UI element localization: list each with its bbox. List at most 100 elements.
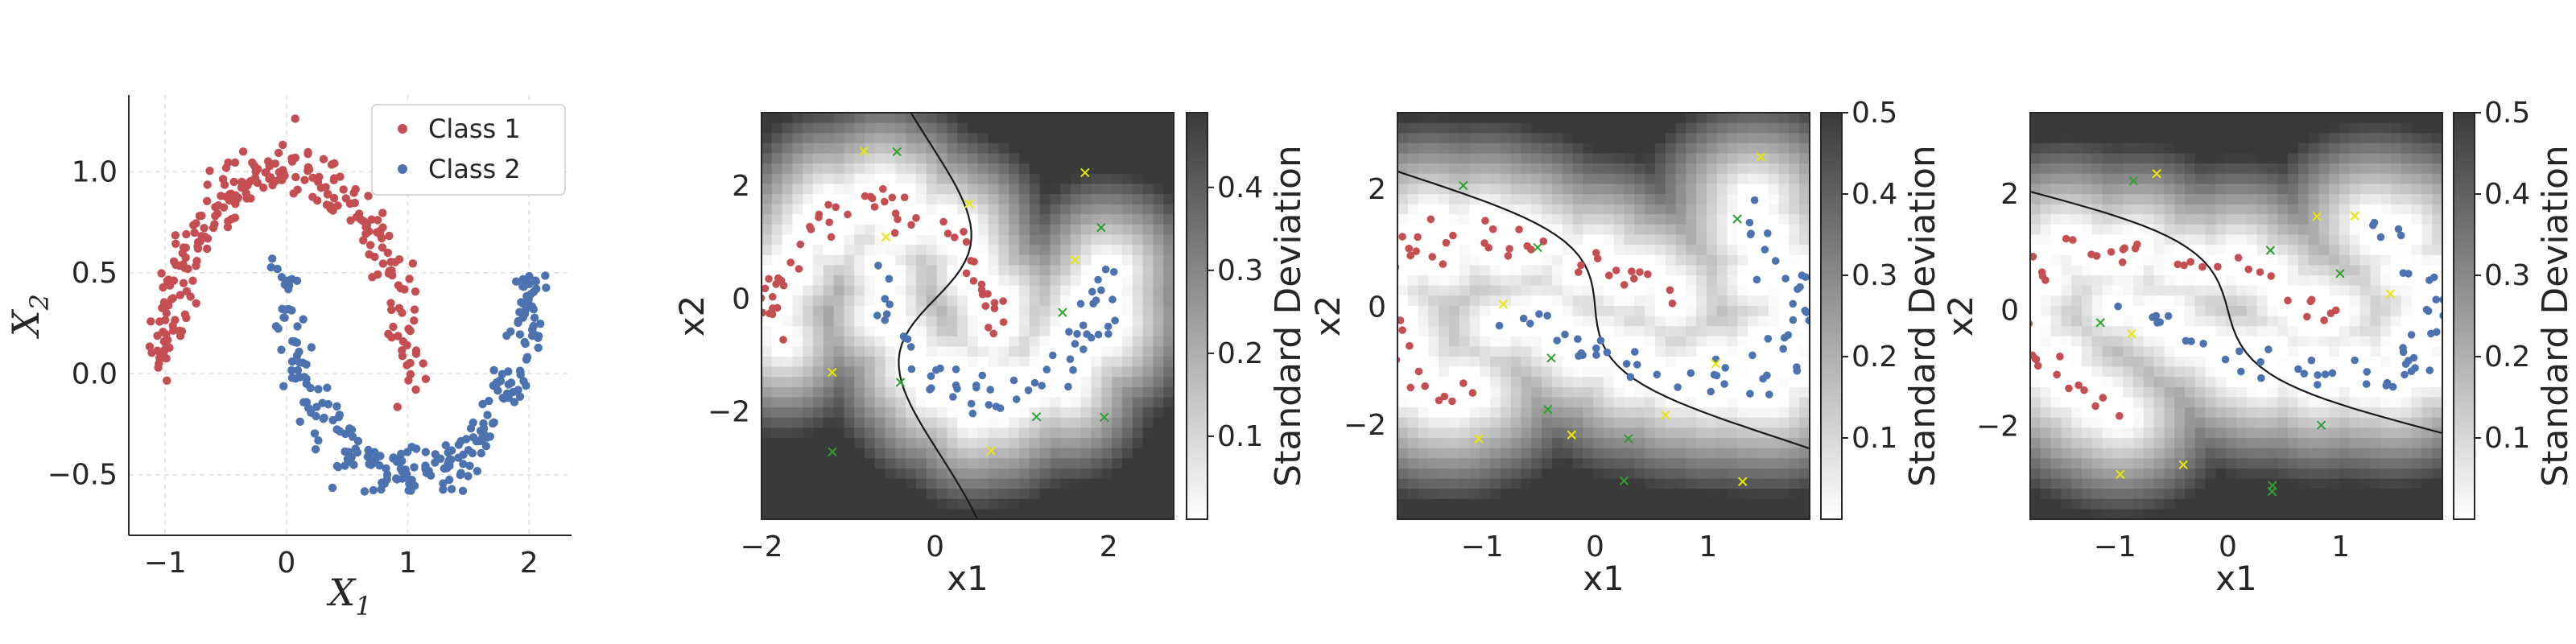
heatmap-cell	[1101, 397, 1113, 408]
heatmap-cell	[1634, 448, 1645, 459]
heatmap-cell	[2205, 498, 2216, 510]
heatmap-cell	[2082, 346, 2093, 357]
heatmap-cell	[823, 336, 835, 347]
heatmap-cell	[1459, 224, 1471, 236]
heatmap-cell	[936, 194, 947, 205]
point-class1	[364, 192, 373, 200]
heatmap-cell	[1562, 438, 1574, 449]
heatmap-cell	[916, 509, 927, 519]
heatmap-cell	[1583, 153, 1594, 164]
heatmap-cell	[813, 275, 824, 287]
heatmap-cell	[1572, 397, 1583, 408]
heatmap-cell	[1490, 468, 1501, 480]
heatmap-cell	[1521, 458, 1532, 469]
heatmap-cell	[1758, 305, 1769, 317]
heatmap-cell	[771, 427, 783, 439]
heatmap-cell	[1778, 427, 1790, 439]
heatmap-cell	[2256, 326, 2268, 337]
heatmap-cell	[1675, 184, 1686, 195]
heatmap-cell	[1449, 285, 1460, 296]
heatmap-cell	[1501, 478, 1512, 489]
heatmap-cell	[803, 448, 814, 459]
heatmap-cell	[957, 377, 968, 388]
heatmap-cell	[2256, 336, 2268, 347]
heatmap-cell	[1799, 326, 1810, 337]
heatmap-cell	[906, 153, 917, 164]
heatmap-cell	[1789, 173, 1800, 184]
heatmap-cell	[762, 194, 773, 205]
point-class1	[999, 297, 1007, 305]
heatmap-cell	[813, 133, 824, 144]
heatmap-cell	[1531, 184, 1542, 195]
heatmap-cell	[1552, 184, 1563, 195]
heatmap-cell	[2236, 163, 2248, 175]
point-class1	[181, 253, 190, 262]
point-class1	[1435, 396, 1443, 405]
heatmap-cell	[1459, 468, 1471, 480]
point-class1	[253, 178, 262, 188]
point-class1	[951, 233, 959, 242]
heatmap-cell	[854, 275, 865, 287]
heatmap-cell	[1562, 295, 1574, 307]
point-class1	[1504, 252, 1513, 260]
heatmap-cell	[2061, 448, 2072, 459]
heatmap-cell	[2205, 245, 2216, 256]
heatmap-cell	[1521, 254, 1532, 266]
heatmap-cell	[1768, 173, 1780, 184]
heatmap-cell	[1449, 204, 1460, 215]
heatmap-cell	[2185, 142, 2196, 155]
heatmap-cell	[2246, 468, 2258, 480]
heatmap-cell	[2071, 133, 2083, 144]
heatmap-cell	[1112, 142, 1123, 155]
point-class1	[421, 374, 431, 383]
point-class1	[1373, 347, 1381, 355]
heatmap-cell	[792, 448, 803, 459]
heatmap-cell	[1459, 489, 1471, 500]
heatmap-cell	[1510, 489, 1522, 500]
heatmap-cell	[2112, 509, 2124, 519]
heatmap-cell	[2153, 214, 2165, 225]
heatmap-cell	[1009, 386, 1020, 398]
heatmap-cell	[1613, 184, 1625, 195]
heatmap-cell	[1501, 468, 1512, 480]
heatmap-cell	[1562, 184, 1574, 195]
heatmap-cell	[1029, 366, 1041, 378]
heatmap-cell	[1655, 194, 1666, 205]
heatmap-cell	[1142, 478, 1154, 489]
heatmap-cell	[2267, 163, 2278, 175]
heatmap-cell	[1778, 478, 1790, 489]
heatmap-cell	[1799, 498, 1810, 510]
heatmap-cell	[1122, 336, 1133, 347]
heatmap-cell	[2226, 427, 2237, 439]
heatmap-cell	[1469, 142, 1480, 155]
heatmap-cell	[1645, 194, 1656, 205]
heatmap-cell	[1572, 316, 1583, 327]
heatmap-cell	[792, 305, 803, 317]
heatmap-cell	[1397, 184, 1409, 195]
point-class2	[1012, 395, 1021, 403]
point-class2	[504, 367, 513, 376]
heatmap-cell	[2133, 305, 2145, 317]
heatmap-cell	[782, 438, 793, 449]
heatmap-cell	[2267, 153, 2278, 164]
heatmap-cell	[1397, 498, 1409, 510]
heatmap-cell	[1490, 153, 1501, 164]
heatmap-cell	[2174, 133, 2186, 144]
heatmap-cell	[998, 326, 1009, 337]
heatmap-cell	[2102, 194, 2113, 205]
heatmap-cell	[1163, 295, 1174, 307]
heatmap-cell	[2082, 316, 2093, 327]
heatmap-cell	[833, 417, 844, 428]
heatmap-cell	[998, 489, 1009, 500]
heatmap-cell	[1758, 458, 1769, 469]
heatmap-cell	[1163, 346, 1174, 357]
heatmap-cell	[823, 417, 835, 428]
heatmap-cell	[2143, 438, 2155, 449]
heatmap-cell	[1604, 438, 1615, 449]
heatmap-cell	[1521, 438, 1532, 449]
point-class1	[825, 218, 833, 227]
heatmap-cell	[2082, 326, 2093, 337]
heatmap-cell	[1080, 478, 1092, 489]
heatmap-cell	[1655, 184, 1666, 195]
heatmap-cell	[1060, 254, 1071, 266]
